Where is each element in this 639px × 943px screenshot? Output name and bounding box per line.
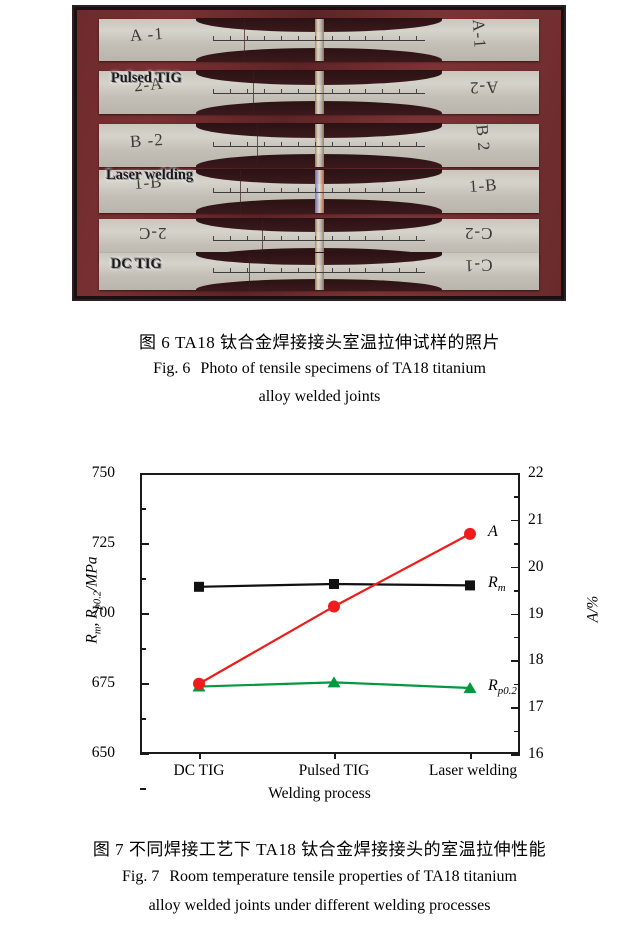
- y-tick-left: [140, 508, 146, 510]
- y-tick-right-minor: [514, 543, 520, 545]
- scale-rule: [213, 271, 425, 273]
- plot-frame: [140, 473, 520, 754]
- y-tick-right-minor: [514, 730, 520, 733]
- scale-ticks: [213, 36, 424, 45]
- y-tick-left: [140, 578, 146, 580]
- data-point-A: [464, 527, 476, 540]
- specimen-mark-right: 1-B: [468, 175, 498, 197]
- y-label-right: 21: [528, 510, 544, 528]
- scale-ticks: [213, 187, 424, 197]
- y-tick-left: [140, 473, 149, 475]
- y-label-right: 17: [528, 698, 544, 716]
- data-point-Rp0.2: [327, 676, 341, 688]
- scale-ticks: [213, 236, 424, 245]
- y-tick-left: [140, 753, 149, 755]
- scale-rule: [213, 92, 425, 94]
- specimen-row: 1-B 1-B: [98, 169, 540, 215]
- y-tick-left: [140, 648, 146, 650]
- y-tick-left: [140, 543, 149, 545]
- data-point-Rm: [329, 578, 339, 589]
- specimen-mark-left: A -1: [128, 23, 164, 45]
- figure6-caption-cn: 图 6 TA18 钛合金焊接接头室温拉伸试样的照片: [138, 333, 501, 352]
- figure6-caption-en-line1: Fig. 6 Photo of tensile specimens of TA18…: [0, 360, 639, 378]
- x-tick: [334, 752, 336, 759]
- figure7-chart: 750 725 700 675 650 Rm, Rp0.2/MPa A/% DC…: [0, 440, 639, 810]
- scale-ticks: [213, 141, 424, 151]
- specimen-mark-right: C-1: [464, 255, 494, 276]
- y-label-left: 700: [91, 604, 115, 621]
- figure7-caption-en-label: Fig. 7: [121, 868, 160, 885]
- y-tick-right: [511, 660, 520, 662]
- scale-rule: [213, 191, 425, 193]
- y-tick-right: [511, 613, 520, 615]
- series-label-A: A: [488, 522, 498, 540]
- specimen-mark-left: B -2: [128, 130, 164, 152]
- figure7-caption-en-text1: Room temperature tensile properties of T…: [169, 868, 517, 885]
- x-tick: [470, 752, 472, 759]
- y-tick-right-minor: [514, 683, 520, 686]
- process-label-laser-welding: Laser welding: [106, 167, 194, 184]
- specimen-row: B -2 B 2: [98, 123, 540, 169]
- y-label-right: 19: [528, 604, 544, 622]
- specimen-mark-right: A-1: [469, 18, 491, 50]
- y-tick-right-minor: [514, 590, 520, 592]
- y-label-right: 22: [528, 464, 544, 481]
- data-point-A: [193, 677, 205, 690]
- x-label-pulsed-tig: Pulsed TIG: [298, 762, 370, 779]
- figure7-caption-en-line2: alloy welded joints under different weld…: [148, 897, 491, 914]
- process-label-dc-tig: DC TIG: [110, 255, 162, 272]
- data-point-Rm: [194, 581, 204, 592]
- y-tick-left: [140, 788, 146, 790]
- y-label-left: 750: [91, 464, 115, 481]
- figure6-caption-en-line2: alloy welded joints: [258, 388, 381, 405]
- figure6-photo: A -1 A-1 2-A A-2: [72, 5, 566, 301]
- y-tick-right: [511, 707, 520, 709]
- chart-series-layer: [192, 527, 477, 693]
- scale-ticks: [213, 88, 424, 98]
- scale-rule: [213, 145, 425, 147]
- y-tick-right: [511, 754, 520, 756]
- specimen-mark-right: C-2: [464, 224, 493, 244]
- figure6-caption-en-text1: Photo of tensile specimens of TA18 titan…: [200, 360, 486, 377]
- photo-background: A -1 A-1 2-A A-2: [77, 10, 561, 296]
- y-tick-left: [140, 683, 149, 685]
- figure7-caption-en-line1: Fig. 7 Room temperature tensile propertie…: [0, 868, 639, 886]
- scale-rule: [213, 240, 425, 242]
- specimen-mark-right: B 2: [472, 123, 494, 153]
- series-label-Rp02: Rp0.2: [488, 676, 517, 698]
- specimen-mark-left: 2-C: [138, 224, 167, 244]
- specimen-row: 2-A A-2: [98, 70, 540, 116]
- y-tick-right: [511, 473, 520, 475]
- y-tick-right: [511, 566, 520, 569]
- specimen-row: C-1: [98, 252, 540, 292]
- y-label-left: 675: [91, 674, 115, 691]
- y-tick-right-minor: [514, 496, 520, 498]
- y-label-right: 18: [528, 651, 544, 669]
- figure7-caption-cn: 图 7 不同焊接工艺下 TA18 钛合金焊接接头的室温拉伸性能: [92, 840, 547, 859]
- series-label-Rm: Rm: [488, 574, 506, 595]
- y-tick-left: [140, 613, 149, 615]
- data-point-Rp0.2: [463, 681, 477, 693]
- x-axis-title: Welding process: [268, 785, 371, 802]
- y-tick-right-minor: [514, 636, 520, 639]
- data-point-A: [328, 600, 340, 613]
- y-tick-right: [511, 519, 520, 522]
- y-label-right: 16: [528, 745, 544, 762]
- y-label-left: 725: [91, 534, 115, 551]
- process-label-pulsed-tig: Pulsed TIG: [110, 70, 182, 87]
- x-label-laser-welding: Laser welding: [428, 762, 518, 779]
- figure6-caption-en-label: Fig. 6: [153, 360, 191, 377]
- data-point-Rm: [465, 580, 475, 591]
- y-tick-left: [140, 718, 146, 720]
- x-label-dc-tig: DC TIG: [173, 762, 225, 779]
- scale-ticks: [213, 267, 424, 277]
- y-label-left: 650: [91, 744, 115, 761]
- specimen-row: A -1 A-1: [98, 17, 540, 63]
- y-label-right: 20: [528, 557, 544, 575]
- scale-rule: [213, 40, 425, 42]
- specimen-mark-right: A-2: [468, 77, 499, 98]
- x-tick: [199, 752, 201, 759]
